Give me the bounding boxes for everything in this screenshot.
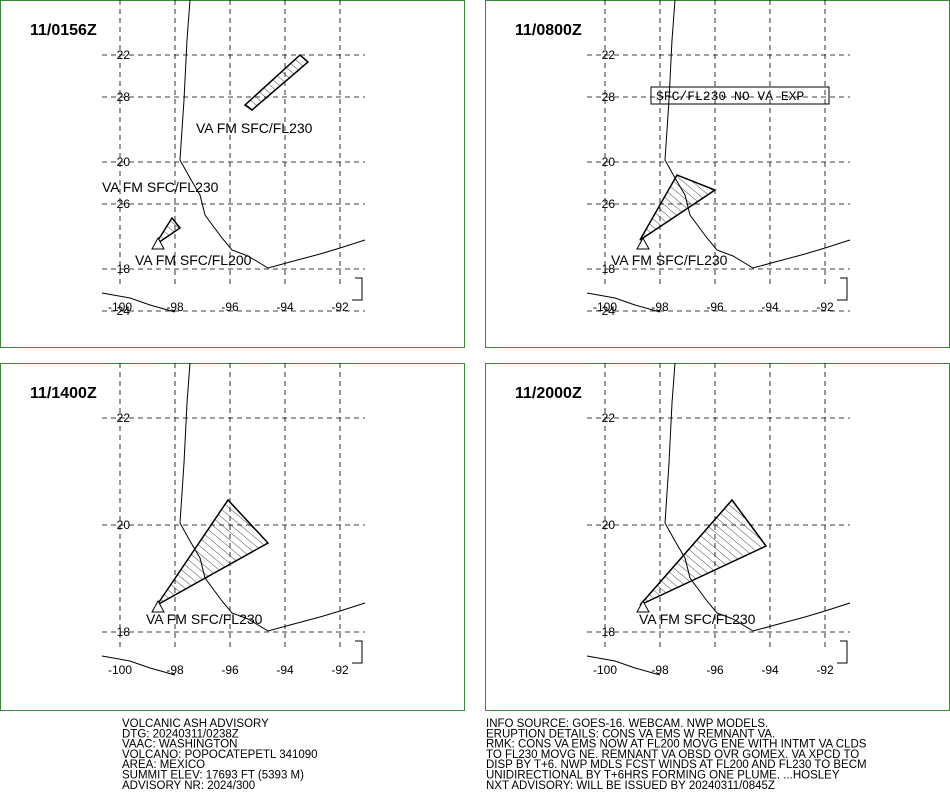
coastline [352,640,363,664]
volcano-marker [151,599,165,613]
lat-label: 26 [602,197,616,211]
coastline [352,277,363,301]
lon-label: -98 [651,663,669,677]
coastline [837,640,848,664]
coastline [179,0,366,269]
lon-label: -92 [331,663,349,677]
lon-label: -98 [166,300,184,314]
advisory-line: NXT ADVISORY: WILL BE ISSUED BY 20240311… [486,780,775,792]
lon-label: -94 [761,663,779,677]
lat-label: 20 [117,155,131,169]
lon-label: -100 [593,300,617,314]
lat-label: 22 [602,48,616,62]
coastline [101,655,176,676]
coastline [179,362,366,632]
lon-label: -96 [706,663,724,677]
coastline [101,292,176,313]
volcano-marker [636,599,650,613]
coastline [586,655,661,676]
panel-border [485,0,950,348]
lon-label: -96 [221,300,239,314]
panel-border [0,363,465,711]
lon-label: -100 [108,663,132,677]
map-panel: -100 -98 -96 -94 -92 18 20 22 24 26 28 11/0800Z SFC/… [485,0,950,348]
advisory-line: TO FL230 MOVG NE. REMNANT VA OBSD OVR GO… [486,749,859,761]
lat-label: 24 [117,304,131,318]
ash-label: VA FM SFC/FL200 [135,252,252,268]
coastline [664,0,851,269]
advisory-line: VOLCANO: POPOCATEPETL 341090 [122,749,318,761]
lon-label: -92 [331,300,349,314]
lon-label: -94 [761,300,779,314]
coastline [586,292,661,313]
map-panel: -100 -98 -96 -94 -92 18 20 22 24 26 28 11/1400Z VA F… [0,90,465,711]
panel-border [0,0,465,348]
lon-label: -92 [816,663,834,677]
lat-label: 20 [602,155,616,169]
ash-label: VA FM SFC/FL230 [196,120,313,136]
ash-label: VA FM SFC/FL230 [102,179,219,195]
lon-label: -96 [221,663,239,677]
lat-label: 28 [602,90,616,104]
advisory-line: DISP BY T+6. NWP MDLS FCST WINDS AT FL20… [486,759,867,771]
ash-area [639,174,717,241]
ash-area [243,53,310,111]
lon-label: -96 [706,300,724,314]
advisory-line: SUMMIT ELEV: 17693 FT (5393 M) [122,770,304,782]
ash-label: VA FM SFC/FL230 [146,611,263,627]
coastline [837,277,848,301]
valid-time: 11/0800Z [515,22,582,39]
lat-label: 20 [602,518,616,532]
no-ash-note: SFC/FL230 NO VA EXP [656,89,804,104]
lon-label: -100 [593,663,617,677]
ash-label: VA FM SFC/FL230 [611,252,728,268]
ash-area [154,216,182,246]
advisory-line: VAAC: WASHINGTON [122,739,237,751]
lat-label: 18 [117,262,131,276]
map-panel: -100 -98 -96 -94 -92 18 20 22 24 26 28 11/0156Z VA F… [0,0,465,348]
advisory-line: ADVISORY NR: 2024/300 [122,780,255,792]
advisory-line: INFO SOURCE: GOES-16. WEBCAM. NWP MODELS… [486,718,768,730]
ash-area [639,498,768,606]
lat-label: 28 [117,90,131,104]
valid-time: 11/1400Z [30,385,97,402]
coastline [664,362,851,632]
volcano-marker [151,236,165,250]
lat-label: 24 [602,304,616,318]
lat-label: 22 [117,48,131,62]
lat-label: 18 [117,625,131,639]
lon-label: -94 [276,663,294,677]
ash-label: VA FM SFC/FL230 [639,611,756,627]
lat-label: 20 [117,518,131,532]
volcano-marker [636,236,650,250]
lon-label: -100 [108,300,132,314]
valid-time: 11/2000Z [515,385,582,402]
lon-label: -92 [816,300,834,314]
lon-label: -94 [276,300,294,314]
lon-label: -98 [651,300,669,314]
valid-time: 11/0156Z [30,22,97,39]
advisory-line: VOLCANIC ASH ADVISORY [122,718,269,730]
lat-label: 26 [117,197,131,211]
lat-label: 18 [602,625,616,639]
map-panel: -100 -98 -96 -94 -92 18 20 22 24 26 28 11/2000Z VA F… [485,90,950,711]
advisory-line: DTG: 20240311/0238Z [122,728,239,740]
advisory-line: ERUPTION DETAILS: CONS VA EMS W REMNANT … [486,728,775,740]
lat-label: 22 [117,411,131,425]
note-box [650,86,830,105]
lon-label: -98 [166,663,184,677]
advisory-line: RMK: CONS VA EMS NOW AT FL200 MOVG ENE W… [486,739,867,751]
advisory-line: AREA: MEXICO [122,759,205,771]
lat-label: 18 [602,262,616,276]
advisory-line: UNIDIRECTIONAL BY T+6HRS FORMING ONE PLU… [486,770,840,782]
ash-area [156,498,270,606]
lat-label: 22 [602,411,616,425]
